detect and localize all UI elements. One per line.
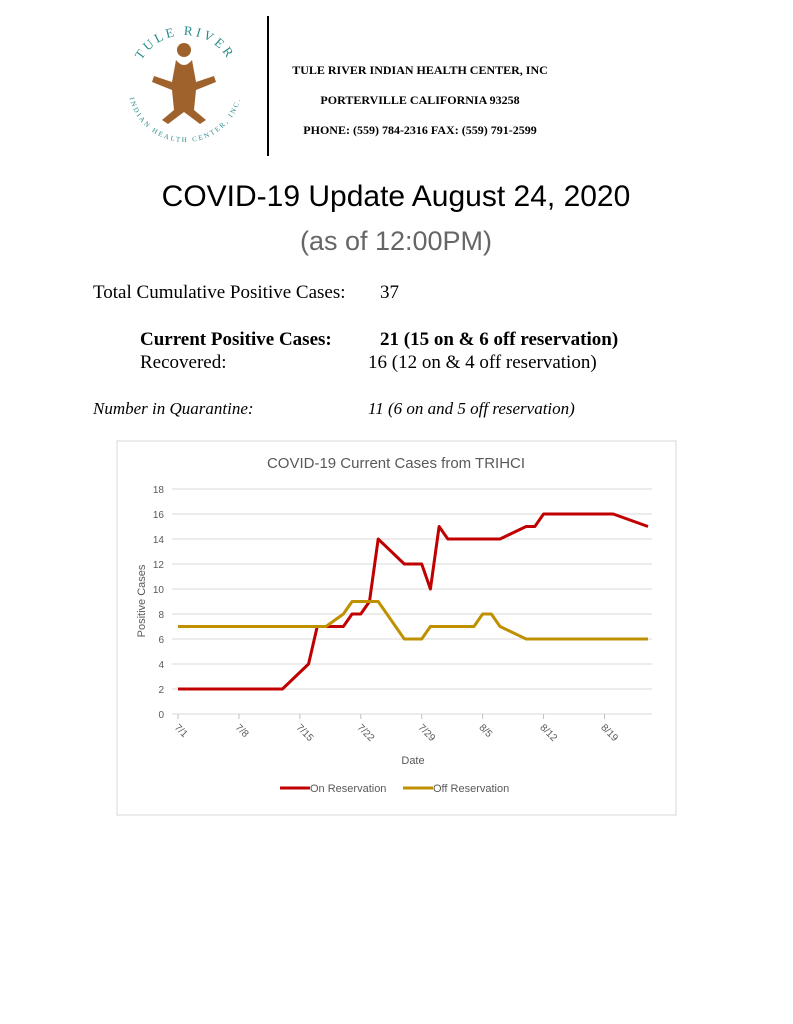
stat-label: Current Positive Cases: xyxy=(140,329,332,350)
y-tick-label: 10 xyxy=(153,585,165,596)
logo-figure xyxy=(152,60,216,124)
y-tick-label: 2 xyxy=(158,685,164,696)
stat-value: 11 (6 on and 5 off reservation) xyxy=(368,399,575,418)
y-axis-label: Positive Cases xyxy=(136,564,148,637)
logo: TULE RIVER INDIAN HEALTH CENTER, INC. xyxy=(128,23,241,144)
stat-label: Recovered: xyxy=(140,352,227,373)
y-tick-label: 4 xyxy=(158,660,164,671)
y-tick-label: 8 xyxy=(158,610,164,621)
y-tick-label: 18 xyxy=(153,485,165,496)
y-tick-label: 6 xyxy=(158,635,164,646)
header-line: PHONE: (559) 784-2316 FAX: (559) 791-259… xyxy=(303,123,536,137)
x-axis-label: Date xyxy=(401,755,424,767)
y-tick-label: 0 xyxy=(158,710,164,721)
header-line: PORTERVILLE CALIFORNIA 93258 xyxy=(320,93,519,107)
stat-value: 16 (12 on & 4 off reservation) xyxy=(368,352,597,373)
chart-title: COVID-19 Current Cases from TRIHCI xyxy=(267,455,525,472)
y-tick-label: 12 xyxy=(153,560,165,571)
title: COVID-19 Update August 24, 2020 xyxy=(162,180,631,213)
stat-value: 37 xyxy=(380,282,399,303)
stat-label: Total Cumulative Positive Cases: xyxy=(93,282,346,303)
stat-value: 21 (15 on & 6 off reservation) xyxy=(380,329,618,350)
legend-label: On Reservation xyxy=(310,783,386,795)
legend-label: Off Reservation xyxy=(433,783,509,795)
y-tick-label: 14 xyxy=(153,535,165,546)
stat-label: Number in Quarantine: xyxy=(92,399,254,418)
subtitle: (as of 12:00PM) xyxy=(300,226,492,256)
logo-head xyxy=(177,43,191,57)
series-line xyxy=(178,600,648,641)
y-tick-label: 16 xyxy=(153,510,165,521)
header-line: TULE RIVER INDIAN HEALTH CENTER, INC xyxy=(292,63,548,77)
